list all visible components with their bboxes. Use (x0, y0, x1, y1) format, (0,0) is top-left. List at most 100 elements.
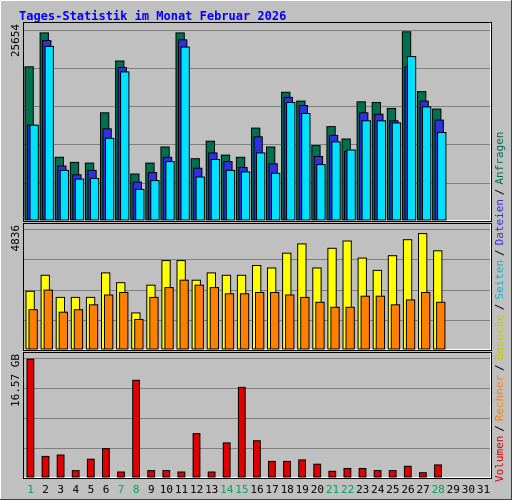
legend-seiten: Seiten (493, 260, 506, 300)
bar-rechner-day-28 (436, 301, 446, 350)
bar-rechner-day-17 (270, 292, 280, 350)
x-tick-label-day-2: 2 (42, 483, 49, 496)
x-tick-label-day-19: 19 (296, 483, 309, 496)
x-tick-label-day-17: 17 (265, 483, 278, 496)
x-tick-label-day-26: 26 (401, 483, 414, 496)
x-tick-label-day-28: 28 (432, 483, 445, 496)
x-tick-label-day-23: 23 (356, 483, 369, 496)
x-tick-label-day-11: 11 (175, 483, 188, 496)
panel-3-y-max-label: 16.57 GB (9, 354, 22, 407)
bar-rechner-day-12 (194, 284, 204, 350)
bar-seiten-day-19 (301, 113, 311, 221)
x-tick-label-day-22: 22 (341, 483, 354, 496)
bar-volumen-day-17 (268, 460, 276, 478)
bar-rechner-day-19 (300, 296, 310, 350)
bar-volumen-day-18 (283, 460, 291, 478)
bar-seiten-day-5 (89, 177, 100, 221)
bar-rechner-day-25 (390, 304, 401, 350)
panel-2-y-max-label: 4836 (9, 225, 22, 252)
bar-volumen-day-22 (343, 468, 352, 478)
bar-seiten-day-21 (331, 141, 341, 221)
bar-volumen-day-19 (298, 459, 307, 478)
bar-rechner-day-2 (43, 289, 53, 350)
x-tick-label-day-27: 27 (416, 483, 429, 496)
bar-seiten-day-6 (105, 137, 115, 221)
x-tick-label-day-15: 15 (235, 483, 248, 496)
legend-anfragen: Anfragen (493, 132, 506, 185)
bar-seiten-day-17 (271, 172, 281, 221)
bar-volumen-day-7 (117, 471, 125, 478)
bar-volumen-day-16 (253, 440, 261, 478)
bar-rechner-day-9 (149, 296, 159, 350)
legend-separator: / (493, 249, 506, 256)
bar-volumen-day-11 (177, 471, 186, 478)
bar-seiten-day-25 (391, 122, 402, 221)
bar-rechner-day-15 (239, 293, 250, 350)
bar-volumen-day-3 (56, 454, 65, 478)
bar-volumen-day-4 (71, 470, 80, 478)
bar-rechner-day-7 (119, 292, 129, 350)
legend-separator: / (493, 425, 506, 432)
legend-dateien: Dateien (493, 199, 506, 245)
bar-rechner-day-8 (134, 319, 144, 350)
bar-volumen-day-28 (434, 464, 442, 478)
x-tick-label-day-14: 14 (220, 483, 234, 496)
bar-rechner-day-14 (224, 293, 235, 350)
bar-seiten-day-13 (210, 159, 220, 221)
bar-rechner-day-13 (209, 287, 219, 350)
x-tick-label-day-3: 3 (57, 483, 64, 496)
bar-volumen-day-24 (373, 470, 382, 478)
bar-seiten-day-22 (346, 149, 356, 221)
bar-volumen-day-13 (207, 471, 216, 478)
legend-separator: / (493, 304, 506, 311)
x-tick-label-day-4: 4 (72, 483, 79, 496)
bar-volumen-day-10 (162, 470, 171, 478)
bar-rechner-day-4 (73, 309, 84, 350)
bar-seiten-day-9 (150, 180, 160, 221)
x-tick-label-day-16: 16 (250, 483, 263, 496)
x-tick-label-day-24: 24 (371, 483, 385, 496)
bar-volumen-day-12 (192, 433, 201, 478)
bar-seiten-day-7 (120, 71, 130, 221)
x-tick-label-day-7: 7 (118, 483, 125, 496)
x-tick-label-day-13: 13 (205, 483, 218, 496)
x-tick-label-day-5: 5 (88, 483, 95, 496)
bar-rechner-day-11 (179, 279, 189, 350)
bar-seiten-day-24 (376, 120, 387, 221)
bar-rechner-day-27 (421, 292, 431, 350)
bar-rechner-day-21 (330, 306, 340, 350)
bar-volumen-day-20 (313, 463, 322, 478)
bar-volumen-day-1 (26, 358, 35, 478)
x-tick-label-day-25: 25 (386, 483, 399, 496)
bar-seiten-day-8 (135, 188, 145, 221)
bar-seiten-day-26 (406, 56, 417, 221)
x-tick-label-day-20: 20 (311, 483, 324, 496)
legend-rechner: Rechner (493, 374, 506, 421)
bar-rechner-day-16 (255, 292, 265, 350)
bar-rechner-day-24 (375, 295, 386, 350)
bar-seiten-day-14 (225, 169, 236, 221)
bar-rechner-day-10 (164, 287, 174, 350)
bar-seiten-day-18 (286, 102, 296, 221)
bar-seiten-day-27 (422, 106, 432, 221)
legend-volumen: Volumen (493, 436, 506, 482)
bar-seiten-day-15 (240, 171, 251, 221)
bar-volumen-day-26 (403, 465, 412, 478)
bar-seiten-day-4 (74, 178, 85, 221)
bar-volumen-day-8 (132, 379, 140, 478)
bar-rechner-day-22 (345, 306, 355, 350)
bar-volumen-day-21 (328, 470, 337, 478)
chart-title: Tages-Statistik im Monat Februar 2026 (19, 9, 286, 23)
bar-seiten-day-10 (165, 161, 175, 221)
bar-rechner-day-5 (88, 304, 99, 350)
panel-1-y-max-label: 25654 (9, 24, 22, 57)
bar-seiten-day-16 (256, 152, 266, 221)
x-tick-label-day-21: 21 (326, 483, 339, 496)
bar-volumen-day-6 (102, 448, 110, 478)
x-tick-label-day-18: 18 (281, 483, 294, 496)
legend-separator: / (493, 189, 506, 196)
bar-seiten-day-1 (29, 124, 39, 221)
x-tick-label-day-1: 1 (27, 483, 34, 496)
